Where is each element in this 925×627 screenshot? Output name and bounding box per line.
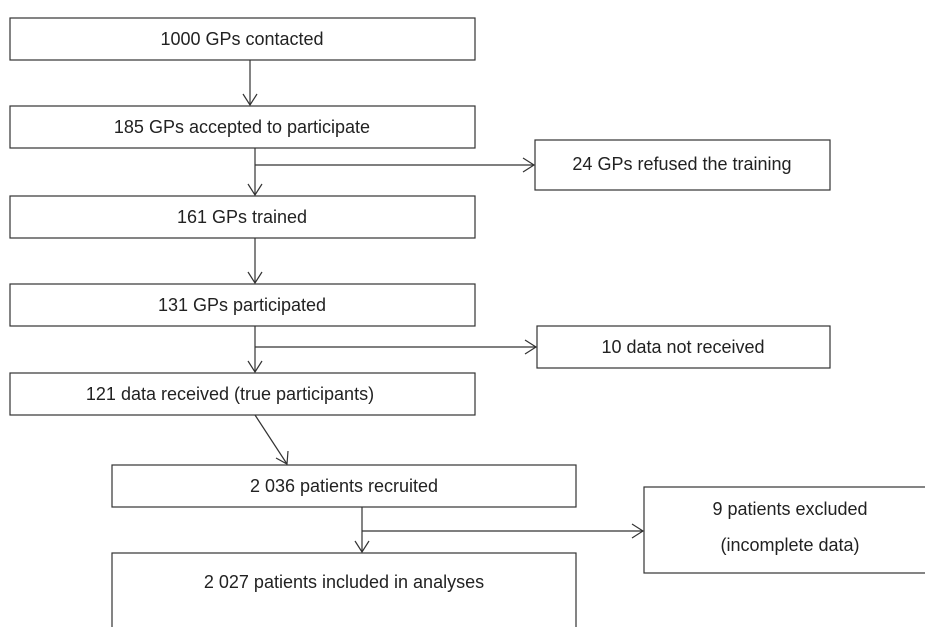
node-label: 2 027 patients included in analyses (204, 572, 484, 592)
box (111, 464, 577, 508)
box (111, 552, 577, 627)
node-label: 10 data not received (601, 337, 764, 357)
node-label: (incomplete data) (720, 535, 859, 555)
box (9, 105, 476, 149)
node-label: 9 patients excluded (712, 499, 867, 519)
box (9, 283, 476, 327)
node-label: 131 GPs participated (158, 295, 326, 315)
node-label: 161 GPs trained (177, 207, 307, 227)
box (534, 139, 831, 191)
box (9, 195, 476, 239)
box (9, 372, 476, 416)
node-label: 121 data received (true participants) (86, 384, 374, 404)
box (643, 486, 925, 574)
box (9, 17, 476, 61)
node-label: 24 GPs refused the training (572, 154, 791, 174)
arrows (242, 60, 645, 554)
node-label: 2 036 patients recruited (250, 476, 438, 496)
node-label: 185 GPs accepted to participate (114, 117, 370, 137)
node-label: 1000 GPs contacted (160, 29, 323, 49)
